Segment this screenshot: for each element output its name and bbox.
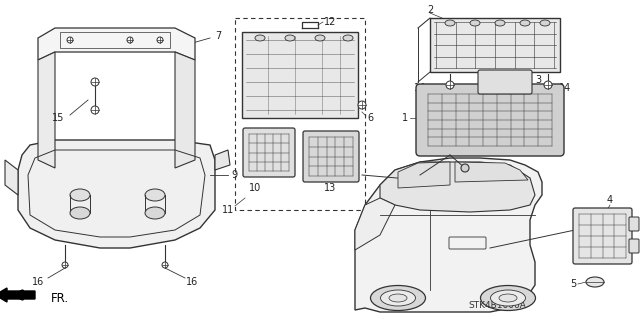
Polygon shape <box>38 52 55 168</box>
Text: 4: 4 <box>607 195 613 205</box>
FancyBboxPatch shape <box>629 239 639 253</box>
Polygon shape <box>175 52 195 168</box>
Bar <box>242 32 358 118</box>
Bar <box>235 18 365 210</box>
Ellipse shape <box>586 277 604 287</box>
Ellipse shape <box>499 294 517 302</box>
Ellipse shape <box>343 35 353 41</box>
Ellipse shape <box>520 20 530 26</box>
Text: 9: 9 <box>231 170 237 180</box>
Ellipse shape <box>285 35 295 41</box>
Ellipse shape <box>381 290 415 306</box>
FancyBboxPatch shape <box>478 70 532 94</box>
Circle shape <box>157 37 163 43</box>
Text: 14: 14 <box>414 83 426 93</box>
Circle shape <box>461 164 469 172</box>
Ellipse shape <box>445 20 455 26</box>
Ellipse shape <box>70 207 90 219</box>
FancyBboxPatch shape <box>416 84 564 156</box>
Text: 16: 16 <box>32 277 44 287</box>
Ellipse shape <box>315 35 325 41</box>
Polygon shape <box>455 162 528 182</box>
Text: 2: 2 <box>427 5 433 15</box>
Text: 7: 7 <box>215 31 221 41</box>
Polygon shape <box>215 150 230 170</box>
Text: 6: 6 <box>367 113 373 123</box>
Text: 10: 10 <box>249 183 261 193</box>
FancyArrow shape <box>0 288 35 302</box>
Polygon shape <box>380 162 535 212</box>
Ellipse shape <box>145 207 165 219</box>
FancyBboxPatch shape <box>303 131 359 182</box>
Ellipse shape <box>495 20 505 26</box>
Polygon shape <box>38 28 195 60</box>
Circle shape <box>67 37 73 43</box>
Ellipse shape <box>389 294 407 302</box>
Ellipse shape <box>540 20 550 26</box>
Text: 11: 11 <box>222 205 234 215</box>
Ellipse shape <box>145 189 165 201</box>
Text: 12: 12 <box>324 17 336 27</box>
Ellipse shape <box>255 35 265 41</box>
Circle shape <box>446 81 454 89</box>
Text: 13: 13 <box>324 183 336 193</box>
Polygon shape <box>18 140 215 248</box>
FancyBboxPatch shape <box>573 208 632 264</box>
Circle shape <box>91 78 99 86</box>
Circle shape <box>358 101 366 109</box>
Circle shape <box>91 106 99 114</box>
Ellipse shape <box>470 20 480 26</box>
Circle shape <box>127 37 133 43</box>
Circle shape <box>162 262 168 268</box>
Text: 5: 5 <box>570 279 576 289</box>
FancyBboxPatch shape <box>243 128 295 177</box>
Text: 16: 16 <box>186 277 198 287</box>
Polygon shape <box>355 198 395 250</box>
Ellipse shape <box>371 286 426 310</box>
Text: FR.: FR. <box>51 292 69 305</box>
Text: 1: 1 <box>402 113 408 123</box>
Ellipse shape <box>490 290 525 306</box>
Text: 14: 14 <box>559 83 571 93</box>
Ellipse shape <box>70 189 90 201</box>
Polygon shape <box>398 162 450 188</box>
Circle shape <box>544 81 552 89</box>
Polygon shape <box>355 158 542 312</box>
Text: 3: 3 <box>535 75 541 85</box>
Circle shape <box>62 262 68 268</box>
FancyBboxPatch shape <box>629 217 639 231</box>
Ellipse shape <box>481 286 536 310</box>
Text: STK4B1000A: STK4B1000A <box>468 300 526 309</box>
Bar <box>430 18 560 72</box>
Text: 15: 15 <box>52 113 64 123</box>
Polygon shape <box>5 160 18 195</box>
